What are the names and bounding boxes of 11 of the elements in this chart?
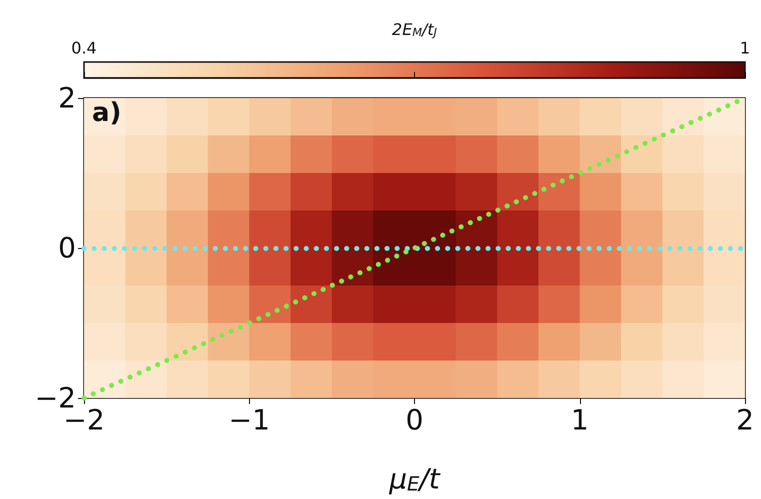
y-tick-label: 0 [58,232,76,264]
annotation: a) [92,98,122,128]
x-axis-title: μE/t [388,462,441,496]
x-tick-label: 2 [736,404,754,436]
x-tick-label: 0 [406,404,424,436]
color-bar-label: 1 [740,38,750,58]
y-tick-label: 2 [58,82,76,114]
color-bar-title: 2EM/tJ [392,20,437,40]
color-bar-label: 0.4 [71,38,97,58]
x-tick-label: 1 [570,404,589,436]
x-tick-label: −1 [228,404,270,436]
